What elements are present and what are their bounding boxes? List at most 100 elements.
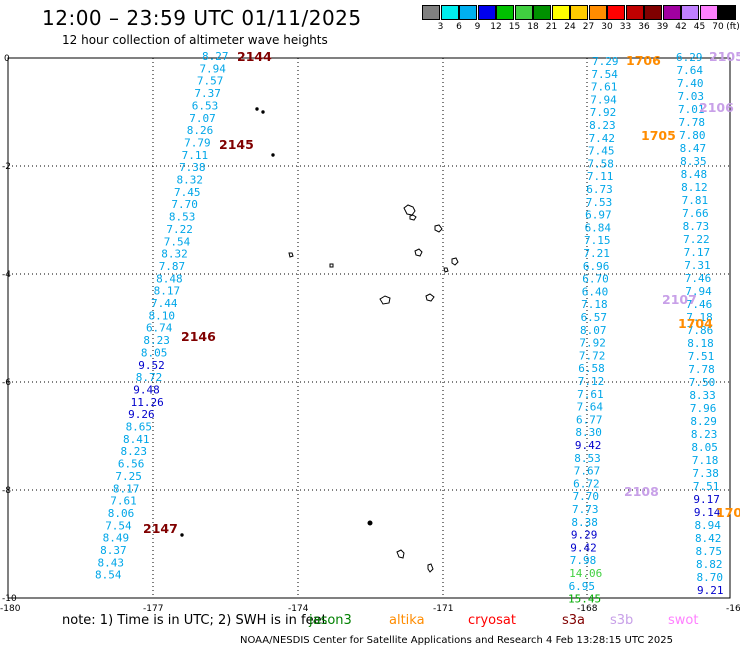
wave-height-value: 8.17 (113, 482, 140, 495)
island-shape (443, 267, 449, 273)
legend-swatch (681, 5, 699, 20)
wave-height-value: 7.07 (189, 112, 216, 125)
satellite-name: s3a (562, 613, 586, 628)
pass-number-label: 2108 (624, 484, 659, 499)
axis-ticks: -180 -177 -174 -171 -168 -16 0 -2 -4 -6 -8 -10 (0, 54, 740, 614)
wave-height-value: 7.15 (584, 234, 611, 247)
wave-height-value: 8.23 (143, 334, 170, 347)
wave-height-value: 14.06 (569, 567, 602, 580)
island-shape (288, 252, 294, 258)
y-tick-label: -6 (2, 378, 11, 388)
wave-height-value: 7.92 (579, 337, 606, 350)
legend-swatch (644, 5, 662, 20)
legend-swatch (422, 5, 440, 20)
wave-height-value: 8.26 (187, 124, 214, 137)
wave-height-value: 7.58 (587, 157, 614, 170)
wave-height-value: 9.52 (138, 359, 165, 372)
wave-height-value: 7.72 (579, 349, 606, 362)
wave-height-value: 8.94 (694, 519, 721, 532)
legend-label: 27 (582, 22, 595, 32)
wave-height-value: 7.61 (591, 81, 618, 94)
wave-height-value: 7.70 (171, 198, 198, 211)
legend-swatch (625, 5, 644, 20)
pass-number-label: 2105 (709, 49, 740, 64)
island-shape (396, 549, 405, 559)
wave-height-value: 11.26 (131, 396, 164, 409)
wave-height-value: 8.05 (141, 346, 168, 359)
wave-height-value: 7.18 (686, 311, 713, 324)
wave-height-value: 6.96 (583, 260, 610, 273)
wave-height-value: 7.46 (685, 272, 712, 285)
pass-number-label: 2146 (181, 329, 216, 344)
wave-height-value: 7.37 (194, 87, 221, 100)
wave-height-value: 8.23 (120, 445, 147, 458)
x-tick-label: -171 (433, 604, 453, 614)
satellite-name: s3b (610, 613, 634, 628)
island-outlines (180, 107, 459, 573)
wave-height-value: 8.73 (683, 220, 710, 233)
wave-height-value: 6.95 (569, 580, 596, 593)
pass-number-label: 1706 (626, 53, 661, 68)
wave-height-value: 8.65 (126, 421, 153, 434)
wave-height-value: 6.72 (573, 477, 600, 490)
wave-height-value: 8.32 (161, 248, 188, 261)
wave-height-value: 7.11 (587, 170, 614, 183)
wave-height-value: 8.29 (690, 415, 717, 428)
island-shape (425, 293, 435, 302)
wave-height-value: 8.43 (98, 556, 125, 569)
island-dot (180, 533, 184, 537)
wave-height-value: 8.53 (574, 452, 601, 465)
wave-height-value: 7.51 (693, 480, 720, 493)
satellite-name: jason3 (309, 613, 352, 628)
legend-label: 45 (693, 22, 706, 32)
legend-swatch (607, 5, 625, 20)
island-shape (427, 563, 434, 573)
wave-height-value: 8.27 (202, 50, 229, 63)
island-shape (329, 263, 334, 268)
island-shape (451, 257, 459, 266)
wave-height-value: 6.29 (676, 51, 703, 64)
page-subtitle: 12 hour collection of altimeter wave hei… (62, 33, 328, 47)
legend-label: 21 (545, 22, 558, 32)
wave-height-value: 8.47 (680, 142, 707, 155)
wave-height-value: 8.75 (695, 545, 722, 558)
legend-swatch (588, 5, 607, 20)
wave-height-value: 8.17 (154, 285, 181, 298)
island-shape (379, 295, 391, 305)
wave-height-value: 8.48 (681, 168, 708, 181)
island-dot (261, 110, 265, 114)
wave-height-value: 9.48 (133, 383, 160, 396)
island-dot (367, 520, 373, 526)
wave-height-value: 7.67 (574, 465, 601, 478)
wave-height-value: 7.64 (577, 401, 604, 414)
wave-height-value: 7.64 (677, 64, 704, 77)
wave-height-value: 8.38 (571, 516, 598, 529)
wave-height-value: 6.97 (585, 209, 612, 222)
wave-height-value: 7.78 (688, 363, 715, 376)
wave-height-value: 8.41 (123, 433, 149, 446)
wave-height-value: 9.42 (575, 439, 602, 452)
wave-height-value: 7.79 (184, 136, 211, 149)
wave-height-value: 7.21 (583, 247, 610, 260)
x-tick-label: -177 (143, 604, 163, 614)
y-tick-label: -8 (2, 486, 11, 496)
wave-height-value: 8.12 (681, 181, 708, 194)
wave-height-value: 7.12 (578, 375, 605, 388)
wave-height-value: 7.54 (105, 519, 132, 532)
pass-labels: 2144 2145 2146 2147 1706 1705 1704 170 2105 2106 2… (143, 49, 740, 536)
wave-height-value: 8.06 (108, 507, 135, 520)
island-dot (271, 153, 275, 157)
wave-height-value: 6.58 (578, 362, 605, 375)
wave-height-value: 6.53 (192, 99, 219, 112)
pass-number-label: 2106 (699, 100, 734, 115)
wave-height-value: 8.49 (103, 532, 129, 545)
wave-height-value: 8.23 (691, 428, 718, 441)
wave-height-value: 15.45 (568, 593, 601, 606)
wave-height-value: 8.53 (169, 211, 196, 224)
wave-height-value: 7.86 (687, 324, 714, 337)
wave-height-value: 8.33 (689, 389, 716, 402)
wave-height-value: 7.96 (690, 402, 717, 415)
grid-lines (8, 58, 730, 598)
pass-number-label: 2147 (143, 521, 178, 536)
wave-height-value: 7.22 (683, 233, 710, 246)
